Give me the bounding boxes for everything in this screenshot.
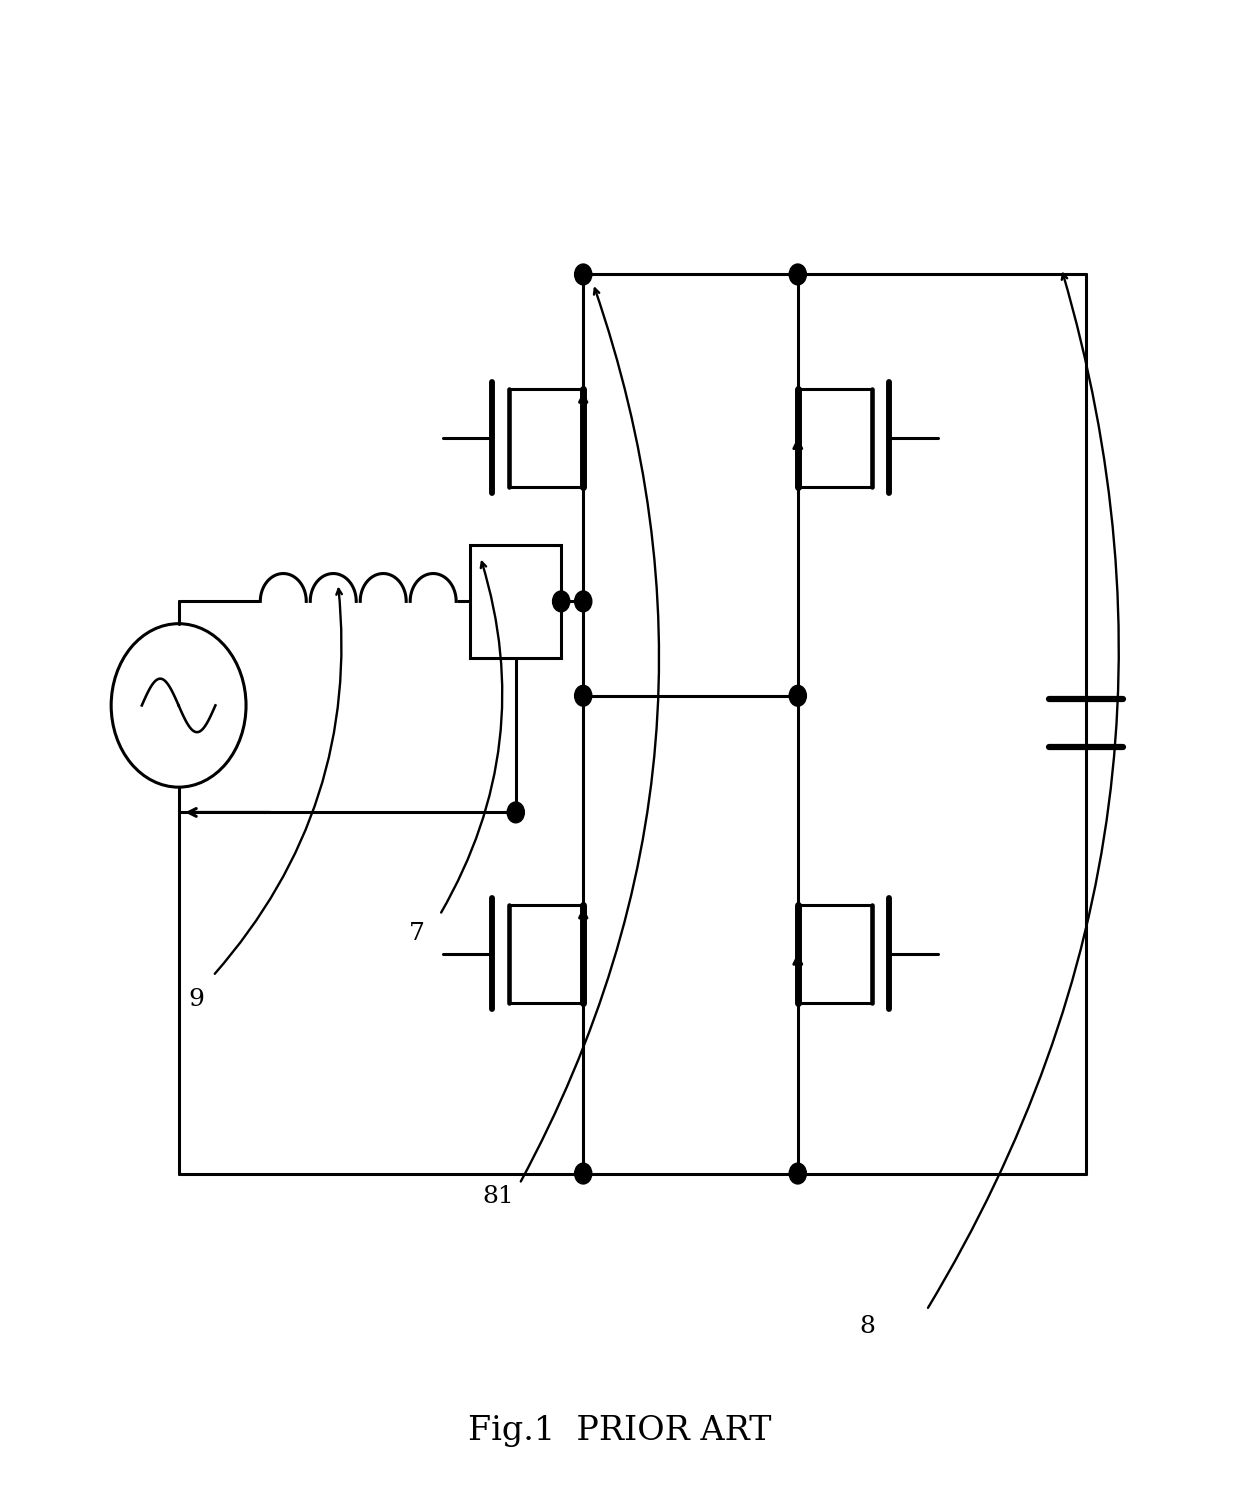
Circle shape	[789, 264, 806, 285]
Circle shape	[574, 686, 591, 706]
Text: 9: 9	[188, 987, 205, 1011]
Circle shape	[574, 264, 591, 285]
Text: 8: 8	[859, 1314, 875, 1338]
Circle shape	[789, 686, 806, 706]
Text: 81: 81	[482, 1185, 515, 1209]
Circle shape	[507, 802, 525, 824]
Circle shape	[574, 591, 591, 612]
Text: 7: 7	[409, 922, 425, 945]
Text: Fig.1  PRIOR ART: Fig.1 PRIOR ART	[469, 1414, 771, 1446]
Circle shape	[553, 591, 569, 612]
Bar	[470, 544, 562, 658]
Circle shape	[789, 1162, 806, 1184]
Circle shape	[574, 1162, 591, 1184]
